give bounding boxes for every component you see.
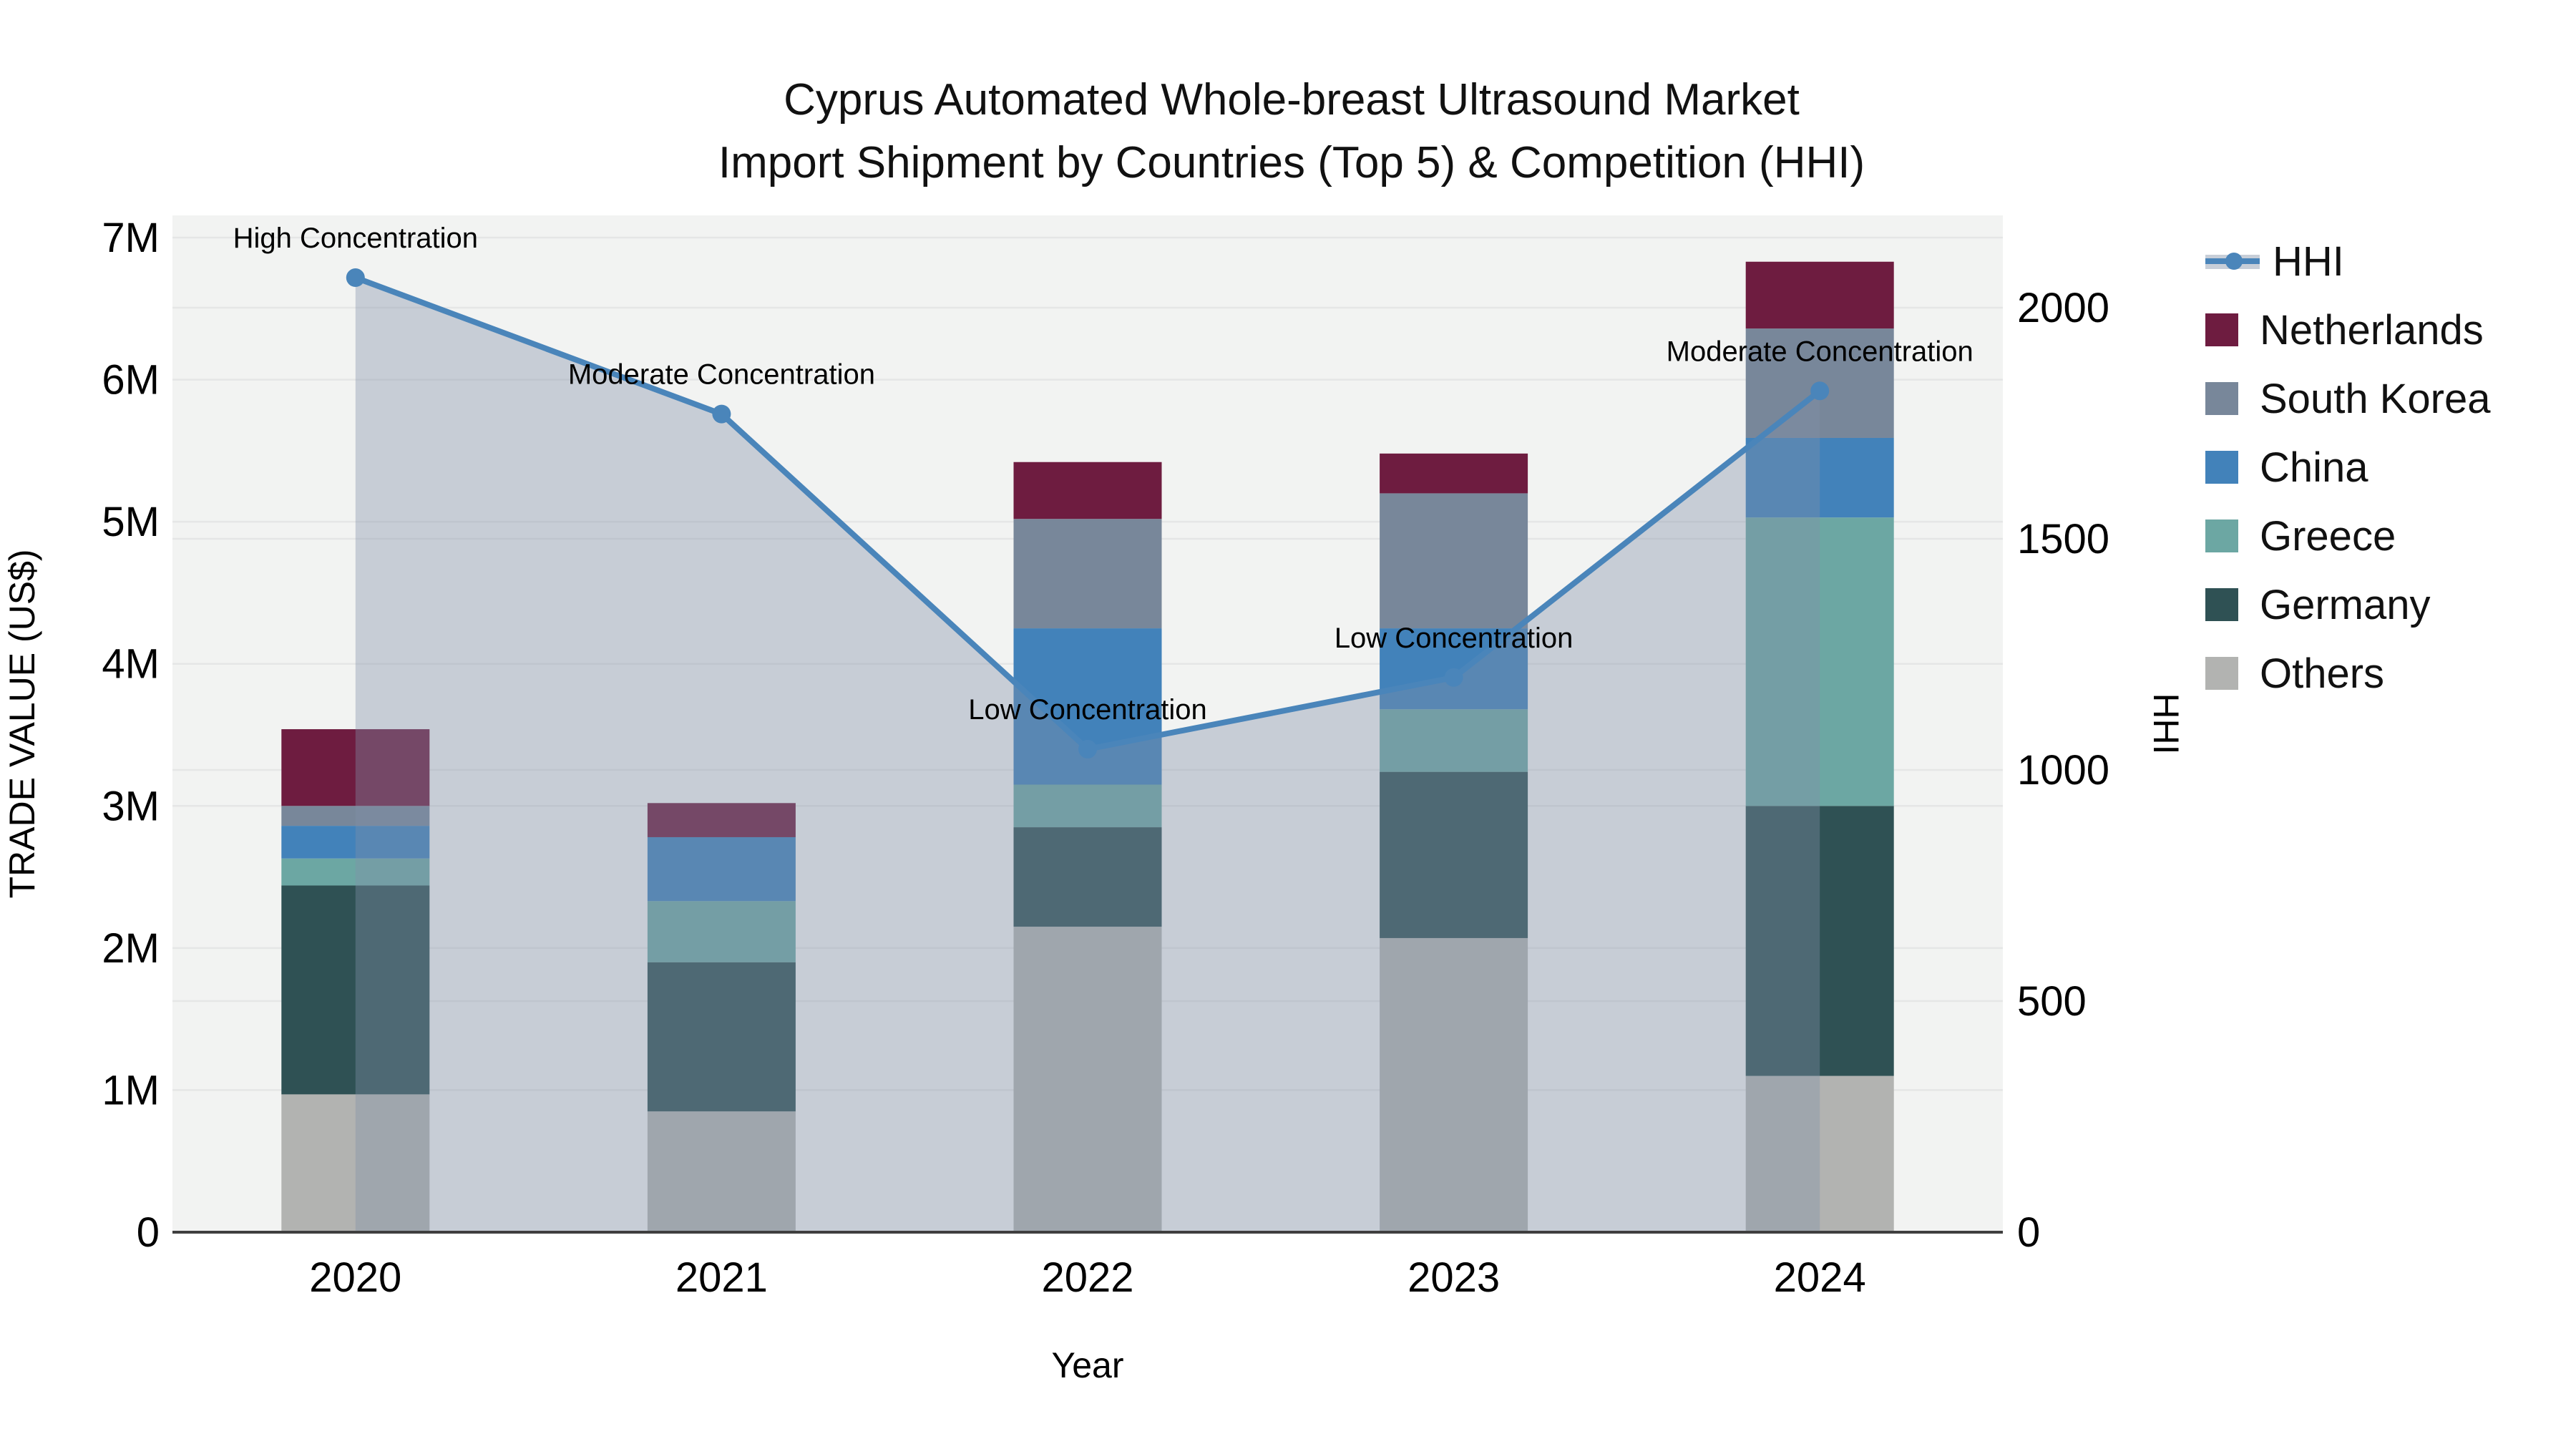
bar-segment-2024-greece[interactable] bbox=[1745, 517, 1894, 806]
y-left-tick-3M: 3M bbox=[102, 783, 160, 829]
legend-swatch-icon bbox=[2205, 313, 2238, 346]
legend-item-china[interactable]: China bbox=[2205, 444, 2490, 491]
y-left-tick-0: 0 bbox=[137, 1209, 160, 1256]
bar-segment-2021-china[interactable] bbox=[647, 836, 796, 902]
bar-segment-2022-south-korea[interactable] bbox=[1013, 519, 1162, 629]
bar-segment-2020-south-korea[interactable] bbox=[281, 806, 430, 826]
legend-item-others[interactable]: Others bbox=[2205, 650, 2490, 697]
legend-swatch-icon bbox=[2205, 657, 2238, 690]
left-axis-title: TRADE VALUE (US$) bbox=[2, 549, 42, 898]
legend-hhi-dot bbox=[2225, 253, 2243, 270]
bar-segment-2022-germany[interactable] bbox=[1013, 827, 1162, 927]
bar-segment-2024-china[interactable] bbox=[1745, 437, 1894, 518]
bar-segment-2023-others[interactable] bbox=[1380, 937, 1528, 1232]
y-left-tick-2M: 2M bbox=[102, 925, 160, 972]
chart-title: Cyprus Automated Whole-breast Ultrasound… bbox=[0, 69, 2576, 195]
legend-item-germany[interactable]: Germany bbox=[2205, 582, 2490, 628]
bar-segment-2023-germany[interactable] bbox=[1380, 771, 1528, 938]
legend-swatch-icon bbox=[2205, 382, 2238, 415]
legend-label: Greece bbox=[2260, 512, 2396, 560]
y-left-tick-4M: 4M bbox=[102, 641, 160, 688]
bar-segment-2020-others[interactable] bbox=[281, 1094, 430, 1232]
legend-swatch-icon bbox=[2205, 451, 2238, 484]
right-axis-title: HHI bbox=[2146, 693, 2186, 754]
y-right-tick-0: 0 bbox=[2017, 1209, 2040, 1256]
y-left-tick-7M: 7M bbox=[102, 215, 160, 261]
bar-segment-2023-greece[interactable] bbox=[1380, 709, 1528, 772]
bar-segment-2024-netherlands[interactable] bbox=[1745, 261, 1894, 329]
bar-segment-2022-others[interactable] bbox=[1013, 927, 1162, 1232]
x-tick-2022: 2022 bbox=[1041, 1254, 1133, 1301]
bar-segment-2021-netherlands[interactable] bbox=[647, 803, 796, 837]
x-tick-2024: 2024 bbox=[1774, 1254, 1866, 1301]
bar-segment-2021-germany[interactable] bbox=[647, 962, 796, 1112]
annotation-2023: Low Concentration bbox=[1335, 623, 1574, 654]
legend-item-netherlands[interactable]: Netherlands bbox=[2205, 307, 2490, 353]
x-tick-2021: 2021 bbox=[675, 1254, 768, 1301]
bar-segment-2024-germany[interactable] bbox=[1745, 806, 1894, 1076]
legend: HHI Netherlands South Korea China Greece Germ… bbox=[2205, 238, 2490, 726]
bar-segment-2020-netherlands[interactable] bbox=[281, 729, 430, 806]
annotation-2021: Moderate Concentration bbox=[568, 359, 875, 391]
bar-segment-2020-greece[interactable] bbox=[281, 858, 430, 886]
x-tick-2023: 2023 bbox=[1407, 1254, 1500, 1301]
hhi-marker-2023[interactable] bbox=[1444, 668, 1463, 687]
legend-label: South Korea bbox=[2260, 375, 2491, 422]
hhi-marker-2022[interactable] bbox=[1078, 739, 1097, 758]
bar-segment-2020-china[interactable] bbox=[281, 826, 430, 859]
bar-segment-2023-south-korea[interactable] bbox=[1380, 493, 1528, 629]
hhi-marker-2024[interactable] bbox=[1810, 381, 1830, 401]
annotation-2024: Moderate Concentration bbox=[1667, 336, 1974, 367]
bar-segment-2021-others[interactable] bbox=[647, 1111, 796, 1232]
annotation-2022: Low Concentration bbox=[968, 694, 1207, 726]
x-axis-title: Year bbox=[1051, 1345, 1123, 1385]
legend-label: Germany bbox=[2260, 581, 2431, 628]
legend-item-greece[interactable]: Greece bbox=[2205, 513, 2490, 560]
bar-segment-2024-others[interactable] bbox=[1745, 1075, 1894, 1232]
y-left-tick-6M: 6M bbox=[102, 357, 160, 404]
legend-label: Netherlands bbox=[2260, 306, 2484, 353]
legend-swatch-icon bbox=[2205, 588, 2238, 621]
legend-label: Others bbox=[2260, 650, 2385, 697]
hhi-marker-2020[interactable] bbox=[346, 268, 365, 288]
legend-label: China bbox=[2260, 444, 2368, 491]
y-right-tick-1000: 1000 bbox=[2017, 747, 2109, 794]
y-left-tick-1M: 1M bbox=[102, 1067, 160, 1113]
chart-title-line1: Cyprus Automated Whole-breast Ultrasound… bbox=[784, 75, 1800, 125]
x-tick-2020: 2020 bbox=[309, 1254, 401, 1301]
bar-segment-2022-netherlands[interactable] bbox=[1013, 462, 1162, 519]
legend-label: HHI bbox=[2273, 238, 2344, 285]
bar-segment-2021-greece[interactable] bbox=[647, 901, 796, 962]
bar-segment-2022-greece[interactable] bbox=[1013, 784, 1162, 828]
hhi-marker-2021[interactable] bbox=[712, 404, 731, 424]
legend-item-hhi[interactable]: HHI bbox=[2205, 238, 2490, 285]
legend-hhi-line-icon bbox=[2205, 245, 2260, 278]
y-right-tick-2000: 2000 bbox=[2017, 285, 2109, 331]
y-right-tick-500: 500 bbox=[2017, 978, 2087, 1025]
y-right-tick-1500: 1500 bbox=[2017, 516, 2109, 562]
bar-segment-2023-netherlands[interactable] bbox=[1380, 453, 1528, 494]
chart-title-line2: Import Shipment by Countries (Top 5) & C… bbox=[718, 138, 1865, 187]
bar-segment-2020-germany[interactable] bbox=[281, 885, 430, 1095]
legend-swatch-icon bbox=[2205, 519, 2238, 552]
y-left-tick-5M: 5M bbox=[102, 499, 160, 545]
annotation-2020: High Concentration bbox=[233, 223, 478, 254]
legend-item-south-korea[interactable]: South Korea bbox=[2205, 376, 2490, 422]
